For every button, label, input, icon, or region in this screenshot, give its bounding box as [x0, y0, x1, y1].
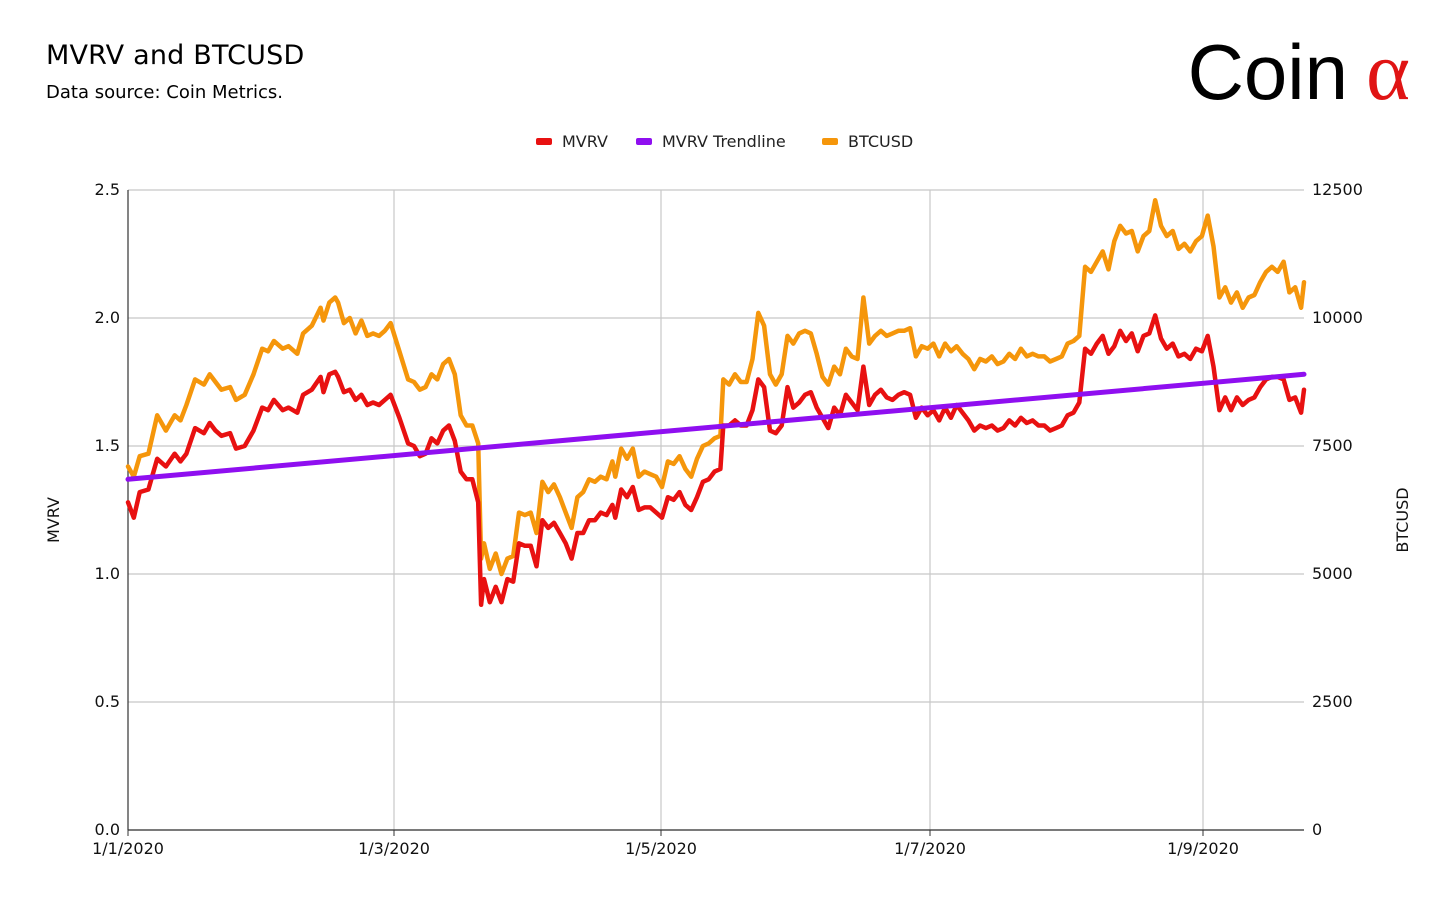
grid-lines — [128, 189, 1304, 831]
y-tick-label: 0.5 — [95, 692, 120, 711]
brand-word: Coin — [1187, 28, 1348, 116]
y2-tick-label: 5000 — [1312, 564, 1353, 583]
series-lines — [125, 197, 1307, 607]
x-tick-label: 1/7/2020 — [894, 839, 966, 858]
y-tick-label: 2.0 — [95, 308, 120, 327]
chart-title: MVRV and BTCUSD — [46, 40, 305, 71]
y-axis-title: MVRV — [44, 497, 63, 543]
y2-tick-label: 12500 — [1312, 180, 1363, 199]
y2-tick-label: 2500 — [1312, 692, 1353, 711]
brand-logo: Coin α — [1188, 30, 1410, 114]
y-tick-label: 1.5 — [95, 436, 120, 455]
y-tick-label: 0.0 — [95, 820, 120, 839]
brand-alpha-icon: α — [1365, 25, 1410, 118]
x-tick-label: 1/1/2020 — [92, 839, 164, 858]
x-tick-label: 1/3/2020 — [358, 839, 430, 858]
legend-label-btcusd: BTCUSD — [848, 132, 913, 151]
axis-labels: 0.0 0.5 1.0 1.5 2.0 2.5 0 2500 5000 7500 10000 1250… — [44, 180, 1412, 858]
y2-tick-label: 0 — [1312, 820, 1322, 839]
x-tick-label: 1/9/2020 — [1167, 839, 1239, 858]
mvrv-line — [125, 313, 1307, 607]
legend-swatch-btcusd — [822, 138, 838, 145]
chart-subtitle: Data source: Coin Metrics. — [46, 82, 284, 103]
y2-tick-label: 10000 — [1312, 308, 1363, 327]
btcusd-line — [125, 197, 1307, 577]
legend-label-mvrv-trendline: MVRV Trendline — [662, 132, 786, 151]
legend-swatch-mvrv — [536, 138, 552, 145]
y2-tick-label: 7500 — [1312, 436, 1353, 455]
y-tick-label: 2.5 — [95, 180, 120, 199]
y2-axis-title: BTCUSD — [1393, 487, 1412, 552]
mvrv-trendline-line — [125, 371, 1307, 482]
y-tick-label: 1.0 — [95, 564, 120, 583]
legend-swatch-mvrv-trendline — [636, 138, 652, 145]
legend: MVRV MVRV Trendline BTCUSD — [536, 132, 913, 151]
x-tick-label: 1/5/2020 — [625, 839, 697, 858]
legend-label-mvrv: MVRV — [562, 132, 608, 151]
axes — [127, 190, 1304, 836]
